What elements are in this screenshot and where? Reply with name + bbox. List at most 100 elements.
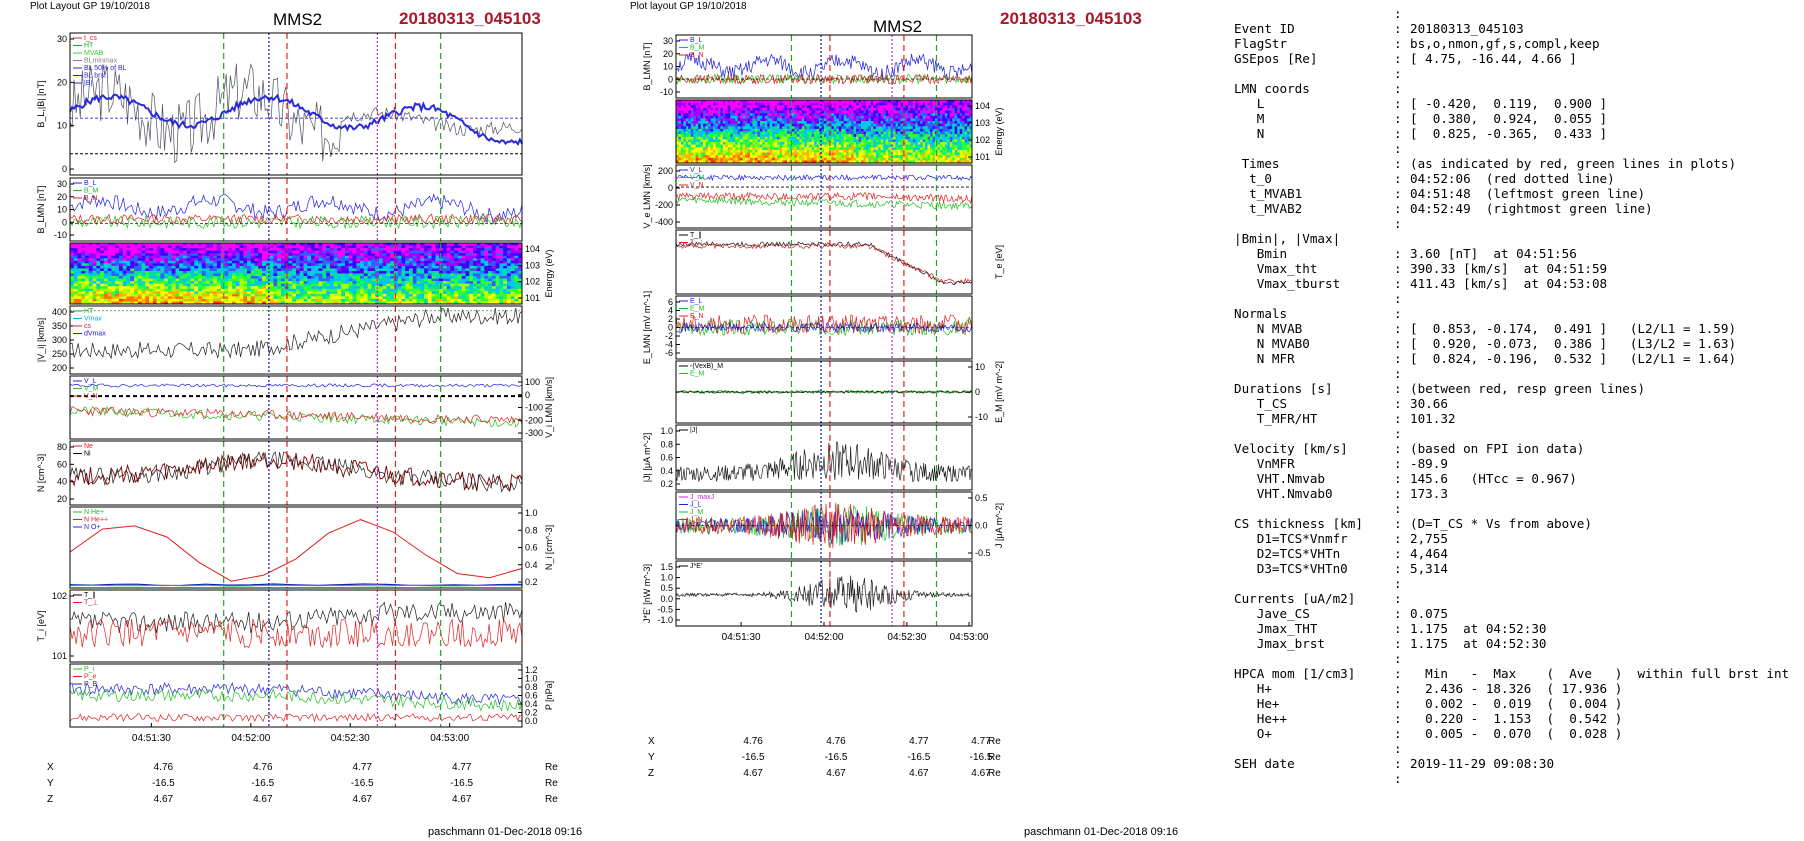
spectrogram-cell [160, 271, 165, 274]
spectrogram-cell [769, 155, 773, 159]
y-tick-label: 1.0 [525, 674, 538, 684]
spectrogram-cell [333, 248, 338, 251]
spectrogram-cell [100, 298, 105, 302]
spectrogram-cell [175, 243, 180, 246]
spectrogram-cell [683, 128, 687, 132]
x-tick-label: 04:53:00 [430, 733, 469, 744]
spectrogram-cell [314, 250, 319, 254]
spectrogram-cell [503, 296, 508, 300]
spectrogram-cell [371, 288, 376, 292]
spectrogram-cell [269, 296, 274, 300]
spectrogram-cell [262, 301, 267, 305]
spectrogram-cell [224, 278, 229, 282]
spectrogram-cell [779, 155, 783, 159]
spectrogram-cell [314, 271, 319, 274]
spectrogram-cell [454, 301, 459, 305]
spectrogram-cell [73, 273, 78, 277]
spectrogram-cell [160, 245, 165, 249]
spectrogram-cell [134, 258, 139, 262]
spectrogram-cell [693, 126, 697, 130]
spectrogram-cell [190, 291, 195, 295]
spectrogram-cell [506, 258, 512, 262]
spectrogram-cell [713, 126, 716, 130]
spectrogram-cell [115, 283, 120, 287]
spectrogram-cell [858, 123, 862, 127]
spectrogram-cell [390, 301, 395, 305]
spectrogram-cell [735, 160, 739, 164]
spectrogram-cell [420, 268, 425, 272]
spectrogram-cell [720, 113, 724, 117]
spectrogram-cell [228, 263, 233, 267]
spectrogram-cell [224, 265, 229, 269]
y-axis-label: |V_i| [km/s] [36, 318, 46, 362]
ephem-value: 4.67 [154, 794, 174, 805]
spectrogram-cell [725, 102, 729, 106]
spectrogram-cell [375, 268, 380, 272]
spectrogram-cell [804, 118, 808, 122]
spectrogram-cell [841, 136, 845, 140]
spectrogram-cell [806, 128, 810, 132]
spectrogram-cell [348, 288, 353, 292]
spectrogram-cell [836, 157, 840, 161]
spectrogram-cell [518, 268, 523, 272]
spectrogram-cell [510, 276, 515, 279]
spectrogram-cell [833, 149, 837, 153]
spectrogram-cell [747, 100, 751, 103]
spectrogram-cell [262, 273, 267, 277]
spectrogram-cell [367, 283, 372, 287]
spectrogram-cell [732, 149, 736, 153]
spectrogram-cell [194, 243, 199, 246]
spectrogram-cell [167, 281, 173, 284]
spectrogram-cell [791, 110, 795, 114]
spectrogram-cell [777, 126, 780, 130]
spectrogram-cell [81, 268, 86, 272]
spectrogram-cell [806, 113, 810, 117]
spectrogram-cell [725, 136, 729, 140]
spectrogram-cell [811, 100, 815, 103]
spectrogram-cell [450, 268, 455, 272]
spectrogram-cell [678, 142, 682, 145]
spectrogram-cell [288, 301, 293, 305]
spectrogram-cell [680, 134, 684, 138]
spectrogram-cell [299, 245, 304, 249]
spectrogram-cell [816, 144, 820, 148]
spectrogram-cell [715, 110, 719, 114]
spectrogram-cell [356, 271, 361, 274]
legend-label: P_e [84, 674, 97, 681]
spectrogram-cell [103, 243, 109, 246]
spectrogram-cell [824, 139, 827, 143]
spectrogram-cell [115, 250, 120, 254]
spectrogram-cell [769, 149, 773, 153]
spectrogram-cell [420, 253, 425, 257]
spectrogram-cell [85, 301, 90, 305]
spectrogram-cell [480, 263, 485, 267]
spectrogram-cell [710, 155, 714, 159]
spectrogram-cell [314, 278, 319, 282]
spectrogram-cell [446, 298, 451, 302]
spectrogram-cell [424, 268, 429, 272]
spectrogram-cell [239, 283, 244, 287]
spectrogram-cell [717, 128, 721, 132]
spectrogram-cell [789, 115, 793, 119]
spectrogram-cell [409, 276, 414, 279]
spectrogram-cell [683, 155, 687, 159]
spectrogram-cell [853, 126, 857, 130]
legend-label: t_cs [84, 35, 97, 42]
spectrogram-cell [811, 110, 815, 114]
spectrogram-cell [814, 149, 817, 153]
spectrogram-cell [732, 107, 736, 111]
spectrogram-cell [757, 113, 761, 117]
spectrogram-cell [405, 253, 410, 257]
spectrogram-cell [216, 283, 222, 287]
spectrogram-cell [740, 107, 743, 111]
spectrogram-cell [698, 157, 702, 161]
spectrogram-cell [205, 293, 210, 297]
spectrogram-cell [695, 113, 699, 117]
spectrogram-cell [134, 255, 139, 259]
spectrogram-cell [843, 147, 847, 151]
spectrogram-cell [273, 288, 278, 292]
spectrogram-cell [804, 134, 808, 138]
spectrogram-cell [329, 250, 335, 254]
spectrogram-cell [292, 263, 297, 267]
spectrogram-cell [774, 136, 778, 140]
